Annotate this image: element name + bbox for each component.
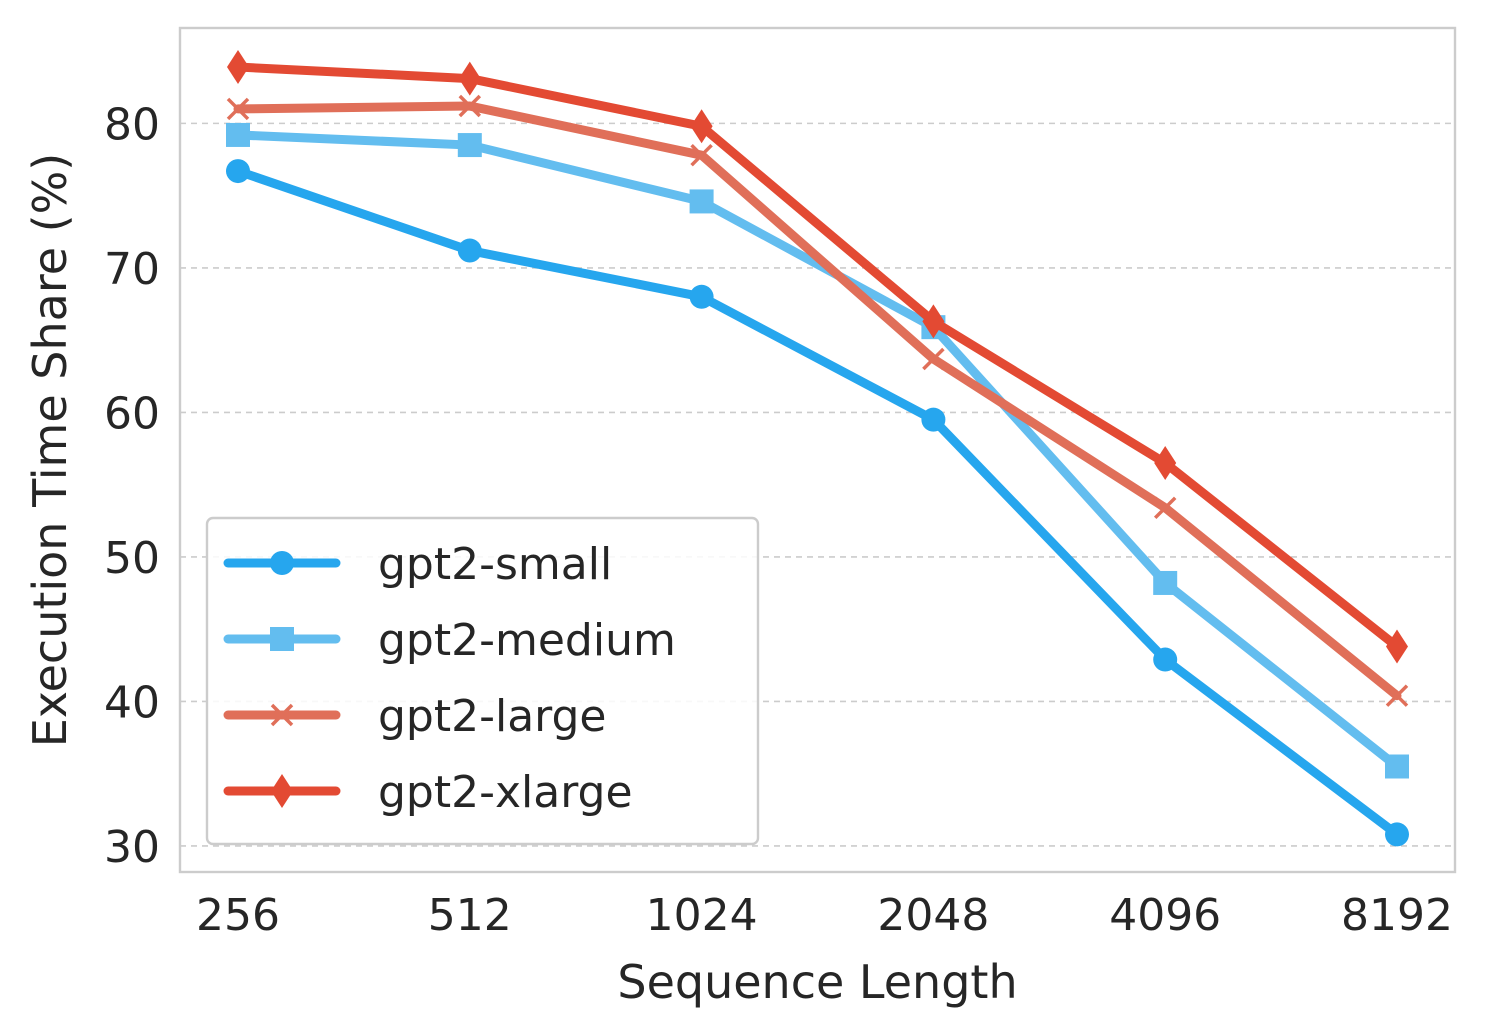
legend-marker: [270, 627, 294, 651]
legend-label: gpt2-large: [378, 691, 607, 742]
x-tick-label: 8192: [1341, 890, 1453, 941]
data-point-gpt2-medium: [457, 133, 482, 158]
series-line-gpt2-small: [233, 166, 1402, 839]
data-point-gpt2-xlarge: [1386, 629, 1408, 664]
y-tick-label: 40: [104, 677, 160, 728]
y-tick-label: 60: [104, 388, 160, 439]
data-point-gpt2-large: [922, 347, 945, 371]
legend-marker: [271, 774, 293, 808]
data-point-gpt2-xlarge: [227, 50, 249, 85]
legend-label: gpt2-xlarge: [378, 767, 633, 818]
x-tick-label: 4096: [1109, 890, 1221, 941]
x-tick-label: 2048: [877, 890, 989, 941]
y-axis-label: Execution Time Share (%): [23, 153, 77, 748]
y-tick-label: 70: [104, 244, 160, 295]
data-point-gpt2-small: [457, 238, 482, 263]
x-tick-label: 1024: [646, 890, 758, 941]
series-gpt2-large: [226, 94, 1409, 707]
data-point-gpt2-xlarge: [922, 304, 945, 339]
legend-label: gpt2-small: [378, 539, 612, 590]
data-point-gpt2-large: [1153, 496, 1177, 520]
data-point-gpt2-large: [226, 97, 250, 121]
y-tick-labels: 30 40 50 60 70 80: [104, 99, 160, 873]
legend-marker: [270, 551, 294, 575]
legend-box: [205, 516, 760, 846]
data-point-gpt2-small: [226, 159, 250, 184]
series-gpt2-small: [226, 159, 1409, 847]
series-line-gpt2-medium: [233, 130, 1402, 771]
x-axis-label: Sequence Length: [617, 955, 1017, 1009]
series-layer: [226, 50, 1409, 847]
x-tick-label: 512: [428, 890, 512, 941]
legend: gpt2-small gpt2-medium gpt2-large gpt2-xlar…: [205, 516, 760, 846]
data-point-gpt2-xlarge: [458, 61, 481, 96]
data-point-gpt2-large: [690, 143, 713, 167]
legend-marker: [270, 703, 294, 727]
data-point-gpt2-medium: [1153, 570, 1178, 595]
plot-frame: [178, 26, 1457, 874]
data-point-gpt2-small: [689, 284, 714, 309]
legend-item-gpt2-small: gpt2-small: [223, 539, 612, 590]
series-line-gpt2-large: [233, 101, 1402, 701]
legend-item-gpt2-medium: gpt2-medium: [223, 615, 676, 666]
data-point-gpt2-small: [1153, 647, 1178, 672]
data-point-gpt2-medium: [1385, 754, 1409, 779]
data-point-gpt2-medium: [689, 189, 714, 214]
x-tick-label: 256: [196, 890, 280, 941]
legend-item-gpt2-large: gpt2-large: [223, 691, 607, 742]
y-tick-label: 80: [104, 99, 160, 150]
data-point-gpt2-small: [921, 407, 946, 432]
legend-item-gpt2-xlarge: gpt2-xlarge: [223, 767, 633, 818]
series-line-gpt2-xlarge: [233, 62, 1402, 652]
data-point-gpt2-medium: [226, 122, 250, 147]
data-point-gpt2-large: [458, 94, 482, 118]
x-tick-labels: 256 512 1024 2048 4096 8192: [196, 890, 1453, 941]
data-point-gpt2-small: [1385, 822, 1409, 847]
data-point-gpt2-xlarge: [1154, 446, 1177, 481]
y-tick-label: 30: [104, 822, 160, 873]
series-gpt2-xlarge: [227, 50, 1408, 664]
data-point-gpt2-large: [1385, 684, 1409, 707]
data-point-gpt2-xlarge: [690, 109, 713, 144]
legend-label: gpt2-medium: [378, 615, 676, 666]
y-tick-label: 50: [104, 533, 160, 584]
